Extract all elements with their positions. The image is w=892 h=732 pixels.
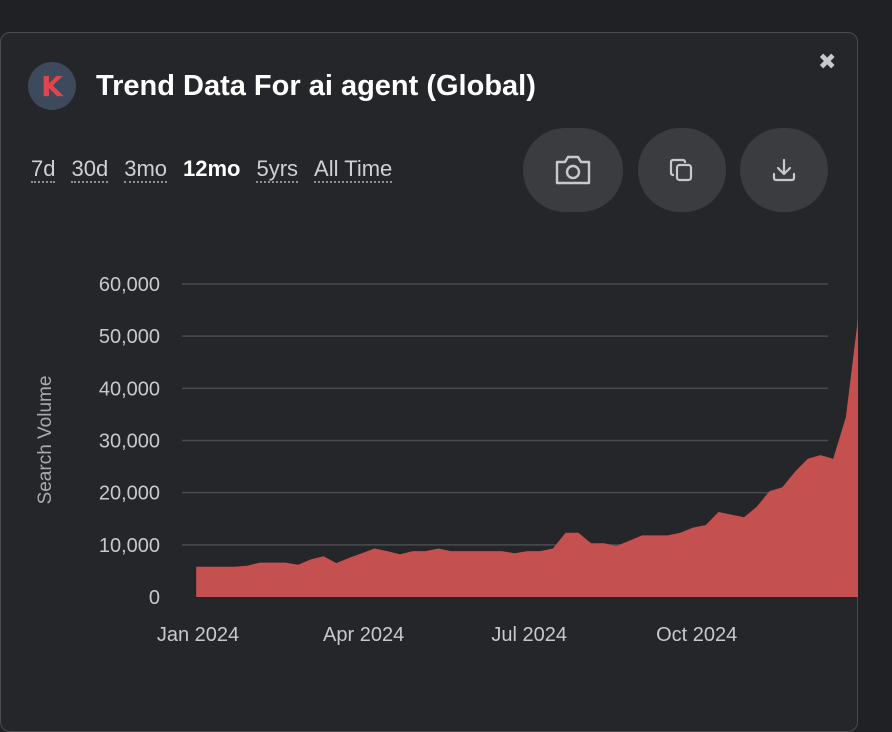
range-7d[interactable]: 7d (31, 156, 56, 183)
x-tick-label: Jul 2024 (491, 624, 567, 646)
y-tick-label: 30,000 (99, 431, 160, 453)
range-3mo[interactable]: 3mo (124, 156, 167, 183)
close-icon[interactable]: ✖ (818, 50, 837, 75)
y-tick-label: 10,000 (99, 535, 160, 557)
y-tick-label: 40,000 (99, 378, 160, 400)
series-area (196, 318, 858, 597)
screenshot-button[interactable] (523, 128, 623, 212)
y-tick-label: 50,000 (99, 326, 160, 348)
range-12mo[interactable]: 12mo (183, 156, 241, 181)
x-tick-label: Jan 2024 (157, 624, 239, 646)
range-5yrs[interactable]: 5yrs (256, 156, 299, 183)
y-axis-label: Search Volume (35, 375, 56, 505)
copy-button[interactable] (638, 128, 726, 212)
panel-title: Trend Data For ai agent (Global) (96, 70, 536, 102)
trend-chart: 0 10,000 20,000 30,000 40,000 50,000 60,000 Jan… (99, 274, 858, 646)
range-all-time[interactable]: All Time (314, 156, 393, 183)
logo-letter: K (41, 69, 63, 103)
download-button[interactable] (740, 128, 828, 212)
copy-icon (669, 158, 693, 182)
camera-icon (555, 155, 591, 185)
range-30d[interactable]: 30d (71, 156, 109, 183)
download-icon (772, 158, 796, 182)
x-tick-label: Oct 2024 (656, 624, 737, 646)
logo: K (28, 62, 76, 110)
y-tick-label: 60,000 (99, 274, 160, 296)
y-tick-label: 20,000 (99, 483, 160, 505)
x-tick-label: Apr 2024 (323, 624, 404, 646)
time-range-selector: 7d 30d 3mo 12mo 5yrs All Time (31, 157, 408, 183)
y-tick-label: 0 (149, 587, 160, 609)
